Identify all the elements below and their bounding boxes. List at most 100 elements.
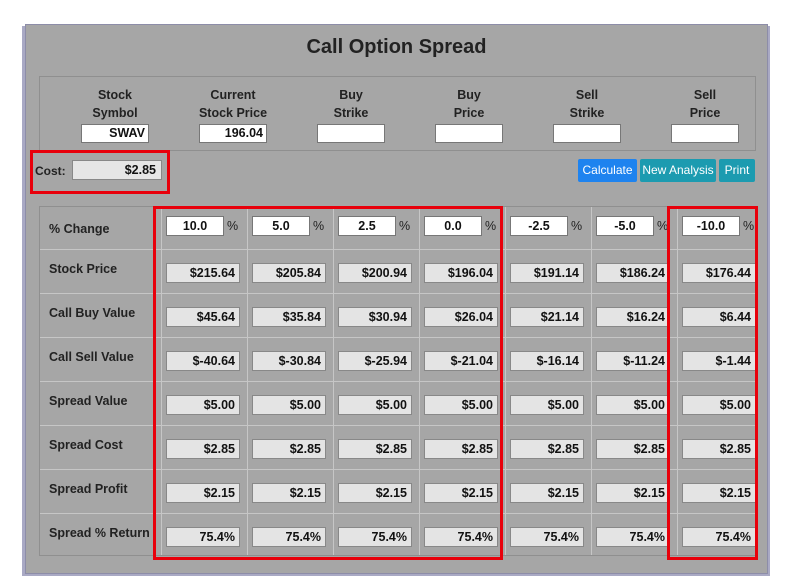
result-cell: $-40.64 — [166, 351, 240, 371]
row-label: Call Sell Value — [49, 350, 134, 364]
result-cell: $5.00 — [338, 395, 412, 415]
cost-highlight — [30, 150, 170, 194]
result-cell: 75.4% — [510, 527, 584, 547]
pct-change-input[interactable]: 5.0 — [252, 216, 310, 236]
grid-column-divider — [591, 207, 592, 555]
calculate-button[interactable]: Calculate — [578, 159, 637, 182]
row-label: Stock Price — [49, 262, 118, 276]
cost-label: Cost: — [35, 164, 66, 178]
highlight-negative-column — [667, 206, 758, 560]
result-cell: $2.85 — [682, 439, 756, 459]
grid-column-divider — [419, 207, 420, 555]
cost-value: $2.85 — [72, 160, 162, 180]
result-cell: $6.44 — [682, 307, 756, 327]
pct-change-input[interactable]: -10.0 — [682, 216, 740, 236]
result-cell: 75.4% — [252, 527, 326, 547]
pct-change-input[interactable]: -2.5 — [510, 216, 568, 236]
pct-change-input[interactable]: 0.0 — [424, 216, 482, 236]
result-cell: $5.00 — [252, 395, 326, 415]
stock-symbol-label: Stock Symbol — [92, 88, 138, 120]
sell-strike-group: Sell Strike — [532, 86, 642, 143]
result-cell: 75.4% — [424, 527, 498, 547]
result-cell: $2.85 — [338, 439, 412, 459]
percent-sign: % — [227, 219, 239, 233]
result-cell: $35.84 — [252, 307, 326, 327]
grid-row-divider — [40, 381, 755, 382]
buy-strike-input[interactable] — [317, 124, 385, 143]
result-cell: $-1.44 — [682, 351, 756, 371]
row-label: Spread Cost — [49, 438, 123, 452]
current-price-input[interactable]: 196.04 — [199, 124, 267, 143]
percent-sign: % — [485, 219, 497, 233]
percent-sign: % — [571, 219, 583, 233]
sell-strike-input[interactable] — [553, 124, 621, 143]
result-cell: $2.85 — [424, 439, 498, 459]
current-price-group: Current Stock Price 196.04 — [178, 86, 288, 143]
sell-price-group: Sell Price — [650, 86, 760, 143]
result-cell: $2.15 — [682, 483, 756, 503]
grid-row-divider — [40, 425, 755, 426]
result-cell: $-11.24 — [596, 351, 670, 371]
result-cell: $-25.94 — [338, 351, 412, 371]
result-cell: $2.15 — [510, 483, 584, 503]
row-label: Call Buy Value — [49, 306, 136, 320]
print-button[interactable]: Print — [719, 159, 755, 182]
result-cell: $5.00 — [510, 395, 584, 415]
result-cell: $176.44 — [682, 263, 756, 283]
result-cell: $-16.14 — [510, 351, 584, 371]
stock-symbol-group: Stock Symbol SWAV — [60, 86, 170, 143]
result-cell: $2.15 — [166, 483, 240, 503]
result-cell: $196.04 — [424, 263, 498, 283]
input-section: Stock Symbol SWAV Current Stock Price 19… — [39, 76, 756, 151]
result-cell: $5.00 — [166, 395, 240, 415]
row-label: Spread Value — [49, 394, 128, 408]
result-cell: $2.15 — [424, 483, 498, 503]
result-cell: $200.94 — [338, 263, 412, 283]
grid-row-divider — [40, 469, 755, 470]
grid-row-divider — [40, 293, 755, 294]
result-cell: $26.04 — [424, 307, 498, 327]
grid-column-divider — [505, 207, 506, 555]
row-label: Spread % Return — [49, 526, 150, 540]
percent-sign: % — [313, 219, 325, 233]
result-cell: $2.15 — [596, 483, 670, 503]
grid-row-divider — [40, 249, 755, 250]
highlight-positive-columns — [153, 206, 503, 560]
buy-price-group: Buy Price — [414, 86, 524, 143]
result-cell: $30.94 — [338, 307, 412, 327]
result-cell: $-30.84 — [252, 351, 326, 371]
stock-symbol-input[interactable]: SWAV — [81, 124, 149, 143]
result-cell: $5.00 — [682, 395, 756, 415]
result-cell: 75.4% — [166, 527, 240, 547]
grid-column-divider — [333, 207, 334, 555]
result-cell: 75.4% — [596, 527, 670, 547]
result-cell: $205.84 — [252, 263, 326, 283]
pct-change-label: % Change — [49, 222, 110, 236]
result-cell: $16.24 — [596, 307, 670, 327]
grid-column-divider — [677, 207, 678, 555]
grid-column-divider — [247, 207, 248, 555]
result-cell: $21.14 — [510, 307, 584, 327]
grid-row-divider — [40, 337, 755, 338]
result-cell: $45.64 — [166, 307, 240, 327]
result-cell: $215.64 — [166, 263, 240, 283]
buy-price-input[interactable] — [435, 124, 503, 143]
percent-sign: % — [657, 219, 669, 233]
result-cell: $2.85 — [596, 439, 670, 459]
result-cell: $191.14 — [510, 263, 584, 283]
result-cell: $5.00 — [424, 395, 498, 415]
buy-strike-label: Buy Strike — [333, 88, 369, 120]
result-cell: $2.15 — [252, 483, 326, 503]
calculator-panel: Call Option Spread Stock Symbol SWAV Cur… — [25, 24, 768, 574]
pct-change-input[interactable]: 2.5 — [338, 216, 396, 236]
grid-row-divider — [40, 513, 755, 514]
result-cell: $2.15 — [338, 483, 412, 503]
sell-price-input[interactable] — [671, 124, 739, 143]
percent-sign: % — [399, 219, 411, 233]
sell-price-label: Sell Price — [689, 88, 721, 120]
result-cell: $-21.04 — [424, 351, 498, 371]
new-analysis-button[interactable]: New Analysis — [640, 159, 716, 182]
pct-change-input[interactable]: 10.0 — [166, 216, 224, 236]
pct-change-input[interactable]: -5.0 — [596, 216, 654, 236]
page-title: Call Option Spread — [306, 36, 487, 58]
